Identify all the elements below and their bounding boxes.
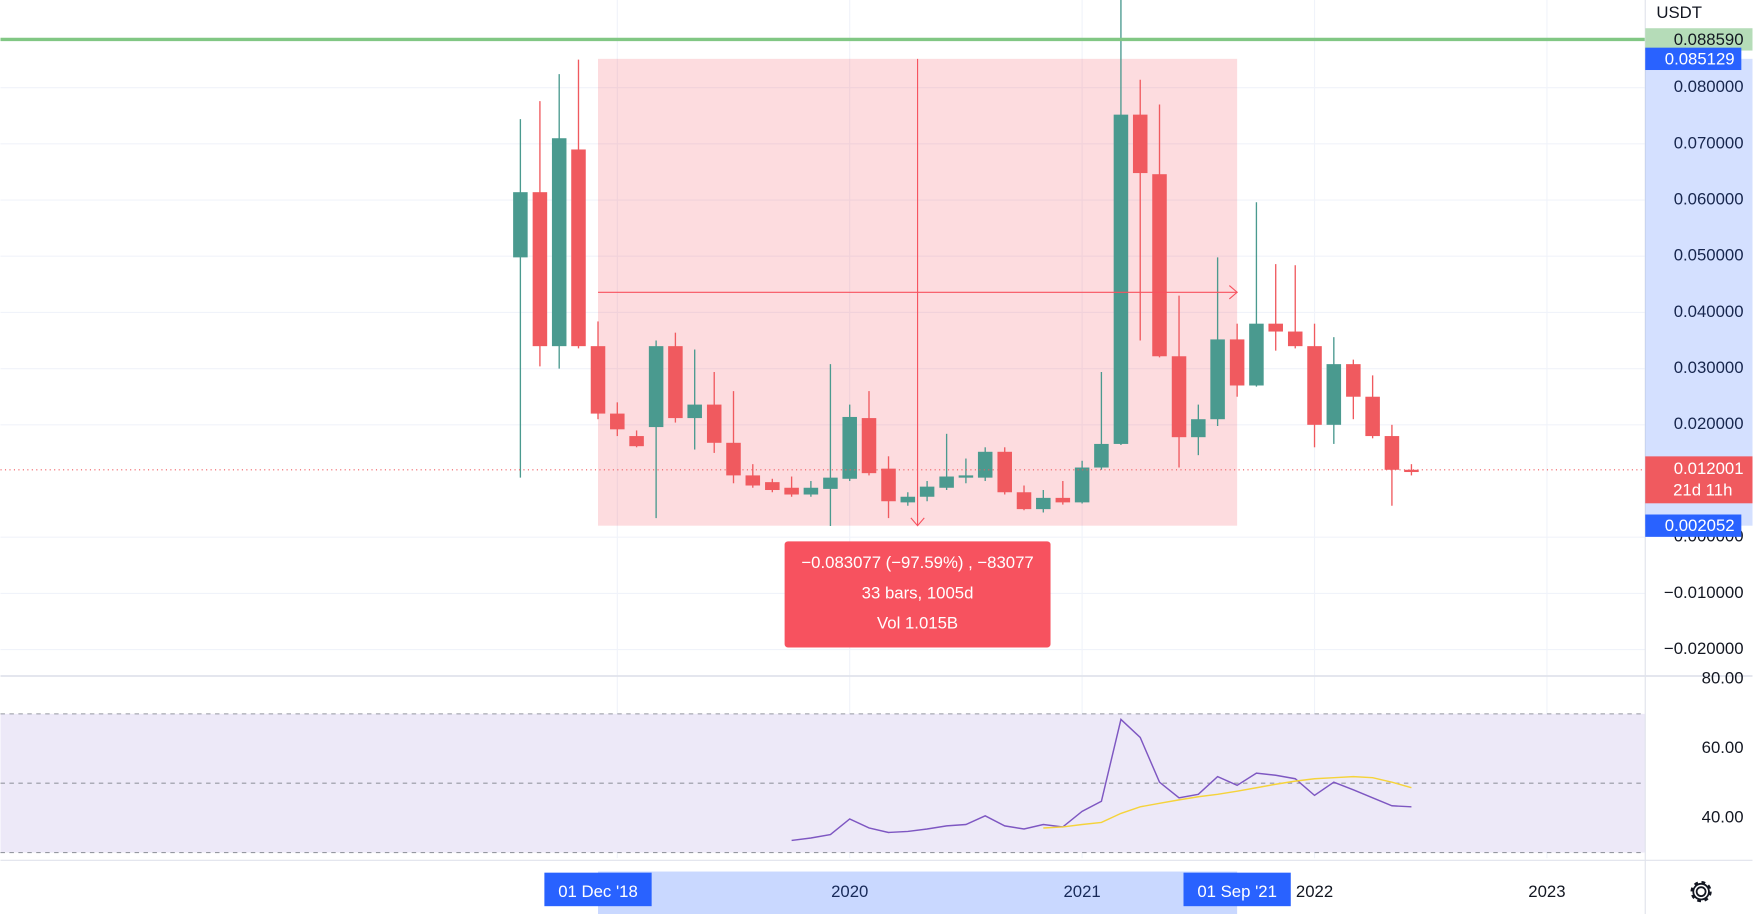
candle-body bbox=[765, 482, 780, 491]
time-range-tag bbox=[544, 872, 652, 907]
candle-body bbox=[1152, 174, 1167, 357]
x-tick-label: 2023 bbox=[1528, 882, 1565, 901]
measure-label-box bbox=[784, 541, 1051, 648]
candle-body bbox=[1287, 331, 1303, 347]
y-tick-label: 0.060000 bbox=[1674, 189, 1744, 208]
candle-body bbox=[590, 346, 606, 414]
last-price-label: 0.012001 bbox=[1674, 459, 1744, 478]
rsi-line bbox=[791, 718, 1412, 842]
candle-body bbox=[1191, 419, 1206, 438]
time-range-highlight bbox=[598, 871, 1238, 914]
candle-body bbox=[919, 486, 935, 497]
candle-body bbox=[881, 468, 896, 502]
candle-body bbox=[1074, 467, 1090, 503]
mid-layer bbox=[513, 0, 1419, 842]
y-tick-label: −0.020000 bbox=[1664, 639, 1744, 658]
candle-body bbox=[513, 192, 528, 258]
candle-body bbox=[784, 487, 799, 495]
candle-body bbox=[687, 404, 702, 419]
candle-body bbox=[1307, 346, 1322, 425]
rsi-line bbox=[1043, 775, 1412, 829]
candle-body bbox=[1113, 114, 1129, 444]
last-price-tag bbox=[1645, 456, 1753, 504]
candle-body bbox=[1346, 364, 1361, 397]
rsi-tick-label: 80.00 bbox=[1702, 669, 1744, 688]
countdown-label: 21d 11h bbox=[1673, 480, 1732, 499]
horizontal-line-tag bbox=[1645, 28, 1753, 51]
time-range-label: 01 Dec '18 bbox=[558, 882, 638, 901]
rsi-tick-label: 40.00 bbox=[1702, 807, 1744, 826]
candle-body bbox=[610, 413, 625, 430]
candle-body bbox=[1249, 323, 1264, 386]
price-range-tag bbox=[1645, 514, 1742, 537]
settings-button[interactable] bbox=[1690, 881, 1712, 903]
y-tick-label: 0.030000 bbox=[1674, 358, 1744, 377]
candle-body bbox=[706, 404, 722, 443]
measure-arrow-down bbox=[910, 517, 925, 527]
time-range-label: 01 Sep '21 bbox=[1197, 882, 1277, 901]
axis-layer: 20192020202120222023−0.020000−0.0100000.… bbox=[544, 28, 1753, 914]
candle-body bbox=[803, 487, 819, 495]
y-tick-label: 0.080000 bbox=[1674, 77, 1744, 96]
measure-label-text: 33 bars, 1005d bbox=[862, 583, 974, 602]
candle-body bbox=[571, 149, 586, 347]
x-tick-label: 2020 bbox=[831, 882, 868, 901]
candle-body bbox=[1171, 356, 1187, 438]
candle-body bbox=[532, 192, 548, 347]
candle-body bbox=[1016, 492, 1032, 510]
candle-body bbox=[1210, 339, 1225, 420]
measure-label-text: −0.083077 (−97.59%) , −83077 bbox=[801, 553, 1033, 572]
candle-body bbox=[997, 451, 1012, 493]
y-tick-label: −0.010000 bbox=[1664, 583, 1744, 602]
rsi-tick-label: 60.00 bbox=[1702, 738, 1744, 757]
candle-body bbox=[900, 496, 916, 503]
candle-body bbox=[939, 476, 954, 488]
candle-body bbox=[1094, 443, 1109, 468]
x-tick-label: 2021 bbox=[1063, 882, 1100, 901]
candle-body bbox=[1055, 497, 1071, 503]
settings-icon-ring bbox=[1692, 882, 1710, 901]
y-tick-label: 0.070000 bbox=[1674, 133, 1744, 152]
candle-body bbox=[1365, 396, 1380, 437]
candle-body bbox=[1132, 114, 1148, 174]
front-layer: −0.083077 (−97.59%) , −83077 33 bars, 100… bbox=[0, 37, 1646, 648]
y-tick-label: 0.050000 bbox=[1674, 246, 1744, 265]
settings-icon-hub bbox=[1695, 886, 1707, 898]
candle-body bbox=[1404, 469, 1419, 473]
price-range-tag bbox=[1645, 47, 1742, 71]
settings-icon-teeth bbox=[1690, 881, 1712, 903]
candle-body bbox=[1268, 323, 1283, 332]
candle-body bbox=[1384, 436, 1400, 470]
candle-body bbox=[726, 442, 741, 476]
candle-body bbox=[823, 477, 838, 489]
candle-body bbox=[745, 475, 761, 486]
candle-body bbox=[648, 346, 664, 428]
candle-body bbox=[861, 418, 877, 474]
candle-body bbox=[551, 138, 567, 347]
measure-label-text: Vol 1.015B bbox=[877, 613, 958, 632]
candle-body bbox=[1229, 339, 1245, 386]
y-tick-label: 0.040000 bbox=[1674, 302, 1744, 321]
price-range-label: 0.085129 bbox=[1665, 49, 1735, 68]
candle-body bbox=[1326, 364, 1342, 425]
price-range-highlight bbox=[1645, 58, 1753, 526]
horizontal-line-label: 0.088590 bbox=[1674, 30, 1744, 49]
candle-body bbox=[977, 451, 993, 478]
measure-arrow-right bbox=[1228, 285, 1238, 300]
candle-body bbox=[668, 346, 683, 419]
price-range-label: 0.002052 bbox=[1665, 516, 1735, 535]
currency-label: USDT bbox=[1656, 3, 1702, 22]
candle-body bbox=[842, 416, 857, 479]
y-tick-label: 0.020000 bbox=[1674, 414, 1744, 433]
time-range-tag bbox=[1183, 872, 1291, 907]
candle-body bbox=[1036, 497, 1051, 510]
candle-body bbox=[629, 436, 644, 447]
x-tick-label: 2022 bbox=[1296, 882, 1333, 901]
candle-body bbox=[958, 475, 974, 478]
